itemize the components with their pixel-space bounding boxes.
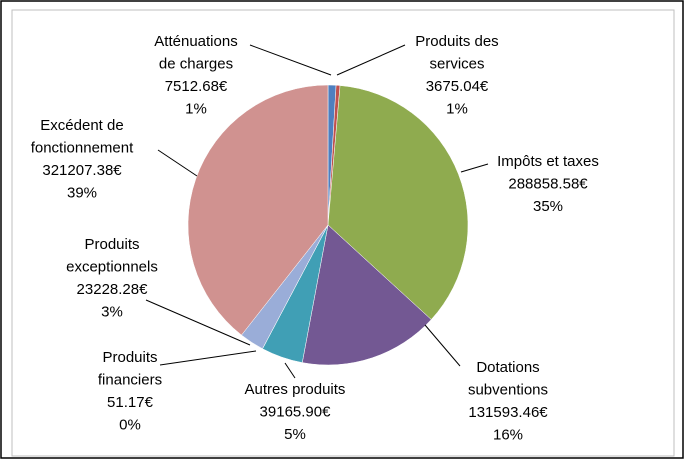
- slice-label-line: Excédent de: [40, 117, 123, 134]
- slice-label: Atténuations de charges: [154, 33, 237, 73]
- pie-slice: [301, 224, 432, 366]
- slice-label-line: Dotations: [476, 359, 539, 376]
- percent-label: 5%: [284, 426, 306, 443]
- slice-label-line: Autres produits: [245, 381, 346, 398]
- slice-label-line: Produits: [84, 236, 139, 253]
- slice-label: Impôts et taxes: [497, 153, 599, 170]
- value-label: 288858.58€: [508, 175, 588, 192]
- value-label: 321207.38€: [42, 162, 122, 179]
- chart-frame: [11, 9, 675, 457]
- pie-slice: [327, 85, 469, 320]
- slice-label-line: Impôts et taxes: [497, 153, 599, 170]
- slice-label-line: Atténuations: [154, 33, 237, 50]
- slice-label: Produits exceptionnels: [66, 236, 158, 276]
- slice-label: Excédent de fonctionnement: [31, 117, 134, 157]
- leader-line: [284, 362, 296, 379]
- pie-slice: [187, 84, 329, 336]
- slice-label-line: fonctionnement: [31, 139, 134, 156]
- value-label: 23228.28€: [77, 281, 149, 298]
- slice-label: Autres produits: [245, 381, 346, 398]
- leader-line: [159, 350, 257, 366]
- value-label: 51.17€: [107, 394, 154, 411]
- value-label: 131593.46€: [468, 404, 548, 421]
- leader-line: [336, 44, 406, 76]
- slice-label: Dotations subventions: [468, 359, 548, 399]
- slice-label-line: Produits des: [415, 33, 498, 50]
- leader-line: [249, 44, 332, 76]
- leader-line: [145, 299, 251, 346]
- slice-label: Produits des services: [415, 33, 498, 73]
- percent-label: 1%: [185, 100, 207, 117]
- slice-label-line: financiers: [98, 371, 162, 388]
- leader-line: [424, 324, 461, 367]
- percent-label: 0%: [119, 416, 141, 433]
- value-label: 3675.04€: [426, 78, 489, 95]
- percent-label: 39%: [67, 184, 97, 201]
- leader-line: [157, 149, 198, 177]
- percent-label: 16%: [493, 426, 523, 443]
- leader-line: [460, 163, 489, 173]
- percent-label: 35%: [533, 198, 563, 215]
- percent-label: 3%: [101, 303, 123, 320]
- slice-label: Produits financiers: [98, 349, 162, 389]
- value-label: 7512.68€: [165, 78, 228, 95]
- slice-label-line: services: [429, 55, 484, 72]
- slice-label-line: Produits: [102, 349, 157, 366]
- slice-label-line: subventions: [468, 381, 548, 398]
- slice-label-line: de charges: [159, 55, 233, 72]
- percent-label: 1%: [446, 100, 468, 117]
- slice-label-line: exceptionnels: [66, 258, 158, 275]
- value-label: 39165.90€: [260, 403, 332, 420]
